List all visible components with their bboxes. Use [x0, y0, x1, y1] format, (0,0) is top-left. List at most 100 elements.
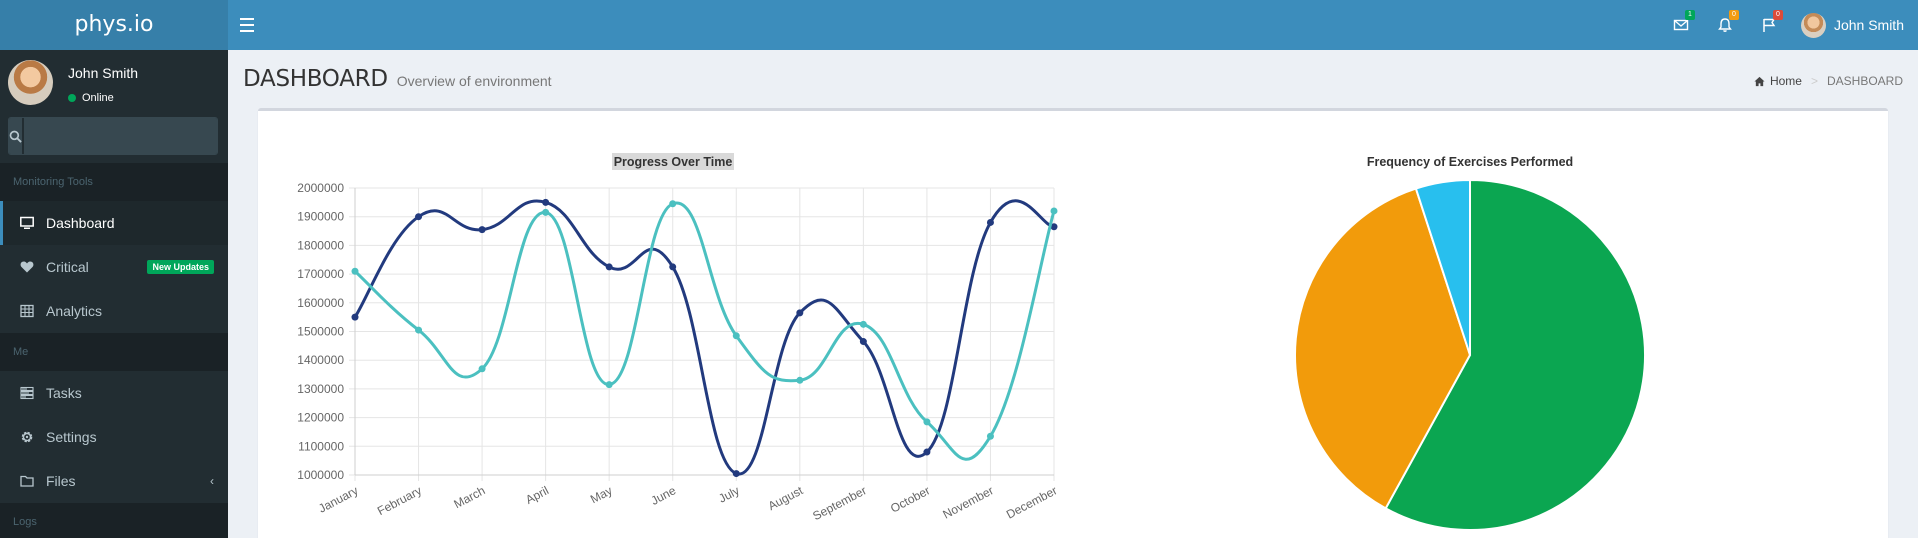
sidebar-header-me: Me [0, 333, 228, 371]
sidebar-item-label: Settings [46, 429, 97, 445]
sidebar-item-label: Tasks [46, 385, 82, 401]
sidebar-item-label: Files [46, 473, 76, 489]
sidebar-item-critical[interactable]: Critical New Updates [0, 245, 228, 289]
exercise-frequency-pie-chart: Frequency of Exercises Performed [1294, 155, 1646, 531]
page-title: DASHBOARD [243, 66, 388, 92]
data-point[interactable] [542, 198, 550, 206]
avatar [8, 60, 53, 105]
table-icon [19, 303, 35, 319]
new-updates-badge: New Updates [147, 260, 214, 274]
bell-icon [1718, 18, 1732, 32]
y-tick-label: 1000000 [297, 468, 344, 482]
data-point[interactable] [923, 418, 931, 426]
y-tick-label: 1300000 [297, 382, 344, 396]
data-point[interactable] [351, 267, 359, 275]
x-tick-label: August [766, 483, 806, 513]
sidebar-header-logs: Logs [0, 503, 228, 538]
y-tick-label: 1600000 [297, 296, 344, 310]
data-point[interactable] [796, 309, 804, 317]
y-tick-label: 1200000 [297, 411, 344, 425]
data-point[interactable] [605, 263, 613, 271]
breadcrumb-separator: > [1810, 74, 1818, 88]
desktop-icon [19, 215, 35, 231]
x-tick-label: November [940, 483, 995, 521]
data-point[interactable] [669, 200, 677, 208]
chevron-left-icon[interactable]: ‹ [210, 474, 214, 488]
search-button[interactable] [9, 118, 22, 154]
data-point[interactable] [732, 332, 740, 340]
search-input[interactable] [24, 118, 217, 154]
y-tick-label: 1400000 [297, 353, 344, 367]
progress-line-chart: 2000000 1900000 1800000 1700000 1600000 15000… [297, 153, 1059, 523]
tasks-menu[interactable]: 0 [1747, 0, 1791, 50]
sidebar-item-dashboard[interactable]: Dashboard [0, 201, 228, 245]
pie-slice-0[interactable] [1384, 178, 1646, 531]
home-icon [1754, 76, 1765, 86]
sidebar-header-monitoring: Monitoring Tools [0, 163, 228, 201]
sidebar-item-label: Analytics [46, 303, 103, 319]
sidebar-toggle-button[interactable] [240, 14, 258, 36]
data-point[interactable] [415, 326, 423, 334]
sidebar-item-tasks[interactable]: Tasks [0, 371, 228, 415]
y-tick-label: 1500000 [297, 325, 344, 339]
y-tick-label: 1700000 [297, 267, 344, 281]
data-point[interactable] [859, 338, 867, 346]
data-point[interactable] [923, 448, 931, 456]
pie-chart-title: Frequency of Exercises Performed [1367, 155, 1573, 169]
breadcrumb-home-link[interactable]: Home [1754, 74, 1802, 88]
data-point[interactable] [986, 432, 994, 440]
x-tick-label: May [588, 483, 615, 506]
data-point[interactable] [796, 376, 804, 384]
pie-slice-1[interactable] [1294, 187, 1472, 510]
navbar-right: 1 0 0 John Smith [1659, 0, 1918, 50]
envelope-icon [1673, 19, 1689, 31]
data-point[interactable] [478, 365, 486, 373]
line-chart-title: Progress Over Time [614, 155, 733, 169]
data-point[interactable] [986, 218, 994, 226]
heart-icon [19, 259, 35, 275]
data-point[interactable] [859, 320, 867, 328]
x-tick-label: December [1004, 483, 1059, 521]
sidebar-item-label: Critical [46, 259, 89, 275]
data-point[interactable] [732, 470, 740, 478]
data-point[interactable] [1050, 223, 1058, 231]
user-menu-name: John Smith [1833, 17, 1904, 33]
x-tick-label: March [451, 483, 487, 511]
gear-icon [19, 429, 35, 445]
data-point[interactable] [605, 381, 613, 389]
x-tick-label: July [716, 483, 741, 505]
series-line-0 [353, 199, 1055, 476]
data-point[interactable] [1050, 207, 1058, 215]
sidebar-item-files[interactable]: Files ‹ [0, 459, 228, 503]
y-tick-label: 1100000 [298, 439, 344, 453]
notifications-menu[interactable]: 0 [1703, 0, 1747, 50]
x-tick-label: January [316, 483, 360, 515]
data-point[interactable] [478, 226, 486, 234]
user-menu[interactable]: John Smith [1791, 0, 1918, 50]
tasks-icon [19, 385, 35, 401]
sidebar-item-settings[interactable]: Settings [0, 415, 228, 459]
data-point[interactable] [351, 313, 359, 321]
data-point[interactable] [542, 208, 550, 216]
x-tick-label: June [649, 483, 679, 508]
y-tick-label: 1900000 [297, 210, 344, 224]
user-panel: John Smith Online [0, 50, 228, 114]
messages-menu[interactable]: 1 [1659, 0, 1703, 50]
sidebar-search-form [8, 117, 218, 155]
search-icon [9, 130, 22, 143]
avatar [1800, 12, 1826, 38]
x-tick-label: April [523, 483, 551, 507]
breadcrumb: Home > DASHBOARD [1754, 74, 1903, 88]
x-tick-label: February [375, 483, 424, 518]
content-header: DASHBOARD Overview of environment [243, 66, 552, 92]
chart-title-highlight [612, 153, 734, 170]
user-panel-name: John Smith [68, 65, 139, 81]
data-point[interactable] [669, 263, 677, 271]
x-tick-label: October [888, 483, 932, 515]
sidebar: John Smith Online Monitoring Tools Dashb… [0, 50, 228, 538]
sidebar-item-analytics[interactable]: Analytics [0, 289, 228, 333]
pie-slice-2[interactable] [1414, 178, 1471, 356]
y-tick-label: 1800000 [297, 238, 344, 252]
app-logo[interactable]: phys.io [0, 0, 228, 50]
data-point[interactable] [415, 213, 423, 221]
